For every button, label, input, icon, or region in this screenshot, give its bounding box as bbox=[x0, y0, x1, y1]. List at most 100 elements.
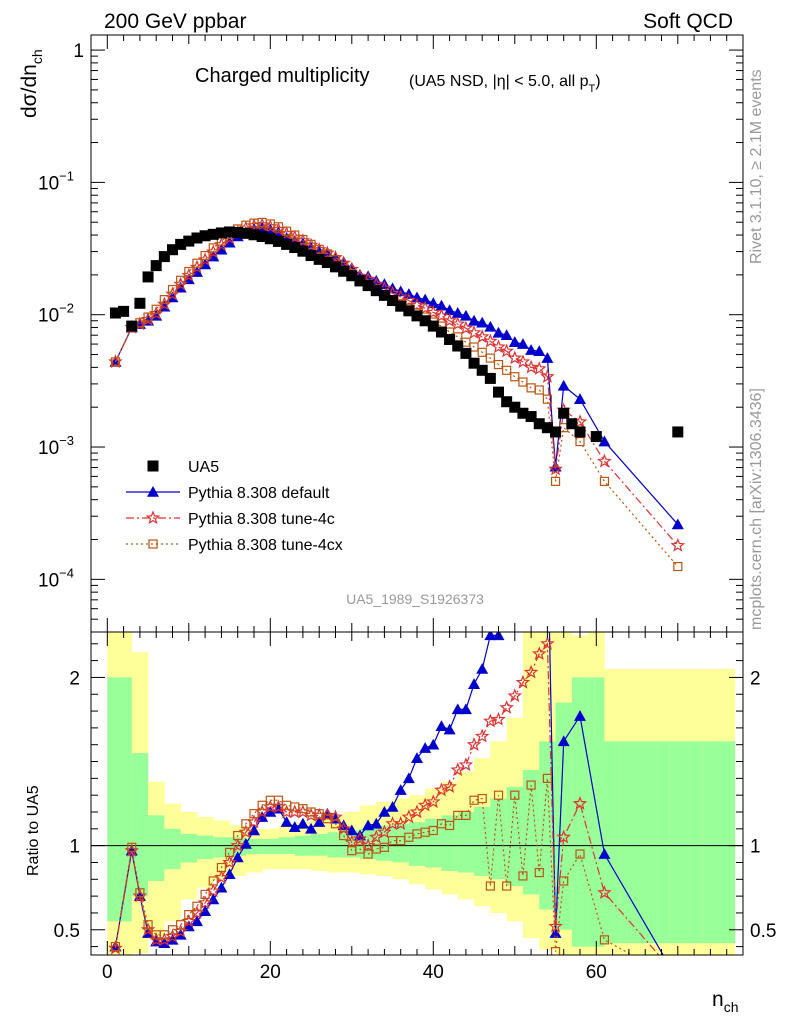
series-point bbox=[485, 353, 495, 363]
ratio-point bbox=[167, 925, 178, 935]
ratio-point bbox=[549, 927, 562, 938]
chart-subtitle-index: T bbox=[589, 83, 596, 95]
series-point bbox=[200, 250, 210, 261]
ratio-point bbox=[426, 794, 441, 809]
data-point bbox=[109, 307, 121, 319]
legend-marker bbox=[147, 486, 159, 497]
ratio-point bbox=[434, 782, 449, 797]
data-point bbox=[191, 232, 203, 244]
data-point bbox=[118, 305, 130, 317]
series-point bbox=[540, 369, 555, 383]
y-tick-label-ratio-right: 2 bbox=[750, 668, 761, 689]
data-point bbox=[517, 407, 529, 419]
ratio-point bbox=[135, 888, 145, 898]
series-point bbox=[442, 313, 457, 327]
series-point bbox=[419, 293, 432, 305]
series-point bbox=[215, 243, 228, 255]
data-point bbox=[354, 275, 366, 287]
series-point bbox=[508, 336, 521, 347]
series-point bbox=[298, 234, 308, 245]
ratio-point bbox=[222, 854, 237, 869]
header-energy-label: 200 GeV ppbar bbox=[104, 10, 246, 33]
x-tick-label: 0 bbox=[102, 962, 113, 983]
data-point bbox=[224, 226, 236, 238]
data-point bbox=[387, 295, 399, 307]
ratio-point bbox=[450, 762, 466, 777]
green-band-segment bbox=[262, 838, 279, 855]
series-point bbox=[159, 295, 169, 305]
series-point bbox=[670, 537, 686, 552]
green-band-segment bbox=[474, 806, 491, 876]
x-axis-label: nch bbox=[712, 988, 738, 1015]
ratio-point bbox=[548, 918, 563, 933]
data-point bbox=[435, 326, 447, 338]
ratio-point bbox=[352, 831, 368, 846]
data-point bbox=[281, 238, 293, 250]
y-tick-label-main: 10−3 bbox=[38, 433, 74, 459]
series-point bbox=[466, 325, 482, 339]
x-axis-label-index: ch bbox=[724, 999, 739, 1015]
ratio-point bbox=[417, 797, 433, 812]
series-point bbox=[306, 239, 316, 249]
ratio-point bbox=[378, 806, 391, 817]
series-point bbox=[525, 344, 538, 355]
ratio-point bbox=[305, 822, 318, 834]
data-point bbox=[525, 411, 537, 423]
ratio-point bbox=[531, 646, 547, 661]
ratio-point bbox=[280, 816, 293, 827]
data-point bbox=[199, 230, 211, 242]
series-point bbox=[451, 307, 464, 318]
ratio-point bbox=[264, 806, 277, 817]
ratio-point bbox=[550, 947, 561, 955]
data-point bbox=[158, 251, 170, 263]
ratio-point bbox=[476, 663, 489, 674]
data-point bbox=[484, 372, 496, 384]
data-point bbox=[509, 401, 521, 413]
ratio-point bbox=[360, 838, 376, 852]
data-point bbox=[672, 426, 684, 438]
data-point bbox=[232, 227, 244, 239]
series-point bbox=[434, 308, 449, 323]
data-point bbox=[207, 228, 219, 240]
series-point bbox=[176, 275, 186, 285]
y-axis-label-main-text: dσ/dn bbox=[18, 64, 41, 118]
y-tick-label-main: 10−1 bbox=[38, 168, 74, 194]
ratio-point bbox=[485, 881, 495, 891]
green-band-segment bbox=[245, 838, 263, 855]
data-point bbox=[427, 320, 439, 332]
series-point bbox=[507, 350, 523, 365]
ratio-point bbox=[337, 819, 350, 831]
ratio-point bbox=[190, 915, 203, 927]
data-point bbox=[240, 227, 252, 239]
series-point bbox=[534, 385, 544, 395]
series-point bbox=[417, 300, 433, 315]
legend-entry: UA5 bbox=[147, 459, 219, 476]
ratio-point bbox=[401, 809, 417, 824]
series-point bbox=[435, 299, 448, 311]
ratio-point bbox=[248, 824, 260, 836]
green-band-segment bbox=[620, 741, 638, 944]
green-band-segment bbox=[311, 833, 328, 856]
y-tick-label-ratio-right: 0.5 bbox=[750, 921, 776, 942]
series-point bbox=[523, 359, 539, 374]
series-point bbox=[597, 453, 612, 468]
data-point bbox=[419, 315, 431, 327]
data-point bbox=[297, 245, 309, 257]
series-point bbox=[184, 266, 194, 277]
ratio-point bbox=[491, 711, 506, 726]
ratio-point bbox=[159, 930, 169, 940]
ratio-point bbox=[451, 703, 464, 715]
ratio-point bbox=[459, 703, 472, 715]
series-point bbox=[474, 329, 490, 344]
ratio-point bbox=[386, 800, 399, 812]
data-point bbox=[142, 271, 154, 283]
series-point bbox=[427, 297, 440, 309]
series-point bbox=[516, 338, 529, 349]
legend-entry: Pythia 8.308 tune-4cx bbox=[126, 537, 343, 554]
data-point bbox=[468, 357, 480, 369]
series-point bbox=[500, 329, 513, 341]
green-band-segment bbox=[522, 769, 540, 895]
ratio-point bbox=[230, 838, 245, 852]
